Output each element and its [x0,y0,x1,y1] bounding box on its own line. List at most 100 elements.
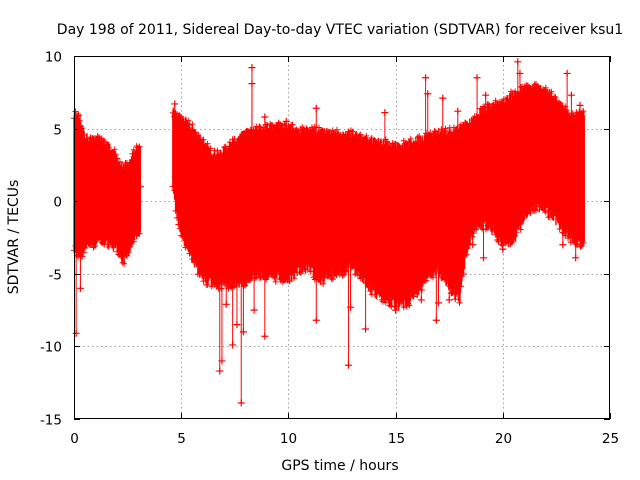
data-point [307,268,314,275]
outlier-point [250,306,258,314]
plot-frame [74,56,610,419]
data-point [460,271,467,277]
data-point [111,146,118,153]
y-tick-label: -15 [40,413,62,429]
outlier-point [434,299,442,307]
data-point [342,268,349,275]
data-point [251,275,258,282]
data-point [347,127,354,134]
x-tick-label: 0 [70,431,79,447]
outlier-point [495,103,503,111]
outlier-point [559,241,567,249]
outlier-point [482,91,490,99]
data-point [556,225,563,232]
outlier-point [312,316,320,324]
data-point [481,104,488,111]
outlier-point [312,104,320,112]
axis-ticks: 0 5 10 15 20 25 -15 -10 -5 0 5 10 [40,50,619,448]
outlier-point [136,183,144,191]
data-point [320,280,327,287]
data-point [186,121,193,128]
outlier-point [229,341,237,349]
outlier-point [469,241,477,249]
data-point [189,121,196,128]
outlier-point [432,316,440,324]
data-point [94,133,101,140]
data-point [427,130,434,137]
data-point [580,108,587,115]
data-point [452,296,459,303]
outlier-point [347,303,355,311]
data-point [121,260,128,267]
data-point [492,97,499,104]
y-tick-label: 10 [45,50,62,66]
outlier-point [473,74,481,82]
data-point [80,249,87,256]
data-point [272,278,279,285]
data-point [300,126,307,133]
data-series [71,58,587,407]
data-point [430,274,437,281]
outlier-point [218,357,226,365]
data-point [551,93,558,100]
data-point [289,121,296,128]
data-point [315,124,322,131]
x-tick-label: 15 [388,431,405,447]
outlier-point [282,117,290,125]
outlier-point [344,361,352,369]
data-point [267,120,274,127]
outlier-point [567,91,575,99]
outlier-point [499,245,507,253]
y-tick-label: -10 [40,340,62,356]
outlier-point [74,112,82,120]
x-tick-label: 5 [177,431,186,447]
data-point [119,259,126,266]
x-tick-label: 25 [602,431,619,447]
data-point [389,140,396,147]
outlier-point [480,254,488,262]
x-tick-label: 10 [280,431,297,447]
data-point [329,276,336,283]
outlier-point [516,69,524,77]
outlier-point [261,113,269,121]
data-point [79,125,86,132]
data-point [357,131,364,138]
data-point [485,101,492,108]
outlier-point [422,74,430,82]
y-tick-label: -5 [49,268,62,284]
outlier-point [445,296,453,304]
outlier-point [261,332,269,340]
data-point [576,108,583,115]
outlier-point [576,101,584,109]
outlier-point [572,254,580,262]
data-point [276,276,283,283]
outlier-point [76,284,84,292]
data-point [469,233,476,240]
data-point [463,251,470,258]
y-axis-label: SDTVAR / TECUs [6,180,22,295]
data-point [368,291,375,298]
data-point [185,117,192,124]
data-point [533,207,540,214]
data-point [340,271,347,278]
outlier-point [171,100,179,108]
data-point [228,284,235,291]
data-point [548,88,555,95]
data-point [105,243,112,250]
data-point [578,242,585,249]
outlier-point [362,325,370,333]
outlier-point [222,300,230,308]
y-tick-label: 0 [53,195,62,211]
outlier-point [392,306,400,314]
data-point [215,286,222,293]
outlier-point [233,321,241,329]
outlier-point [239,328,247,336]
data-point [363,132,370,139]
data-point [552,94,559,101]
data-point [517,226,524,233]
y-tick-label: 5 [53,123,62,139]
data-point [382,299,389,306]
data-point [473,226,480,233]
data-point [136,230,143,237]
